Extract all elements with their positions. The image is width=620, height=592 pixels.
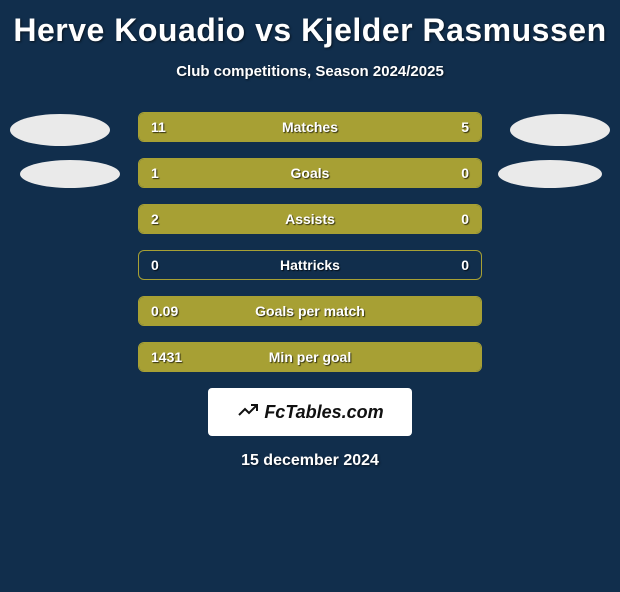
player-left-avatar [10,114,110,146]
stat-value-left: 0.09 [151,303,178,319]
stat-label: Goals [291,165,330,181]
stat-value-left: 0 [151,257,159,273]
stat-row: 1 0 Goals [138,158,482,188]
stat-value-left: 2 [151,211,159,227]
stat-value-left: 1431 [151,349,182,365]
stat-row: 0 0 Hattricks [138,250,482,280]
stat-value-right: 0 [461,257,469,273]
stat-label: Matches [282,119,338,135]
stat-row: 11 5 Matches [138,112,482,142]
team-right-avatar [498,160,602,188]
page-title: Herve Kouadio vs Kjelder Rasmussen [0,12,620,49]
logo-icon [236,398,260,427]
stat-value-left: 11 [151,119,166,135]
logo-text: FcTables.com [264,402,383,423]
stat-row: 0.09 Goals per match [138,296,482,326]
stat-label: Assists [285,211,335,227]
stat-row: 1431 Min per goal [138,342,482,372]
stats-area: 11 5 Matches 1 0 Goals 2 0 Assists 0 0 Hattricks 0.0… [0,112,620,372]
stat-value-right: 0 [461,211,469,227]
stat-value-right: 0 [461,165,469,181]
stat-rows: 11 5 Matches 1 0 Goals 2 0 Assists 0 0 Hattricks 0.0… [138,112,482,372]
player-right-avatar [510,114,610,146]
logo-box: FcTables.com [208,388,412,436]
stat-label: Hattricks [280,257,340,273]
stat-label: Goals per match [255,303,365,319]
stat-label: Min per goal [269,349,351,365]
bar-left [139,159,402,187]
stat-value-right: 5 [461,119,469,135]
page-subtitle: Club competitions, Season 2024/2025 [0,63,620,80]
date-label: 15 december 2024 [0,452,620,470]
bar-left [139,205,402,233]
stat-value-left: 1 [151,165,159,181]
stat-row: 2 0 Assists [138,204,482,234]
team-left-avatar [20,160,120,188]
